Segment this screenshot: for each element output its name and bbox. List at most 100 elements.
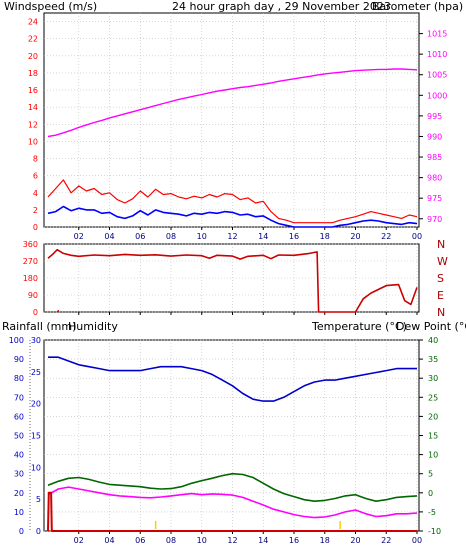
compass-label: E bbox=[437, 289, 444, 302]
climate-x-label: 22 bbox=[381, 536, 391, 545]
climate-x-label: 20 bbox=[350, 536, 360, 545]
wind-x-label: 08 bbox=[166, 232, 176, 241]
barometer-tick-label: 1010 bbox=[427, 50, 447, 59]
windspeed-tick-label: 6 bbox=[33, 172, 38, 181]
humidity-tick-label: 50 bbox=[14, 432, 24, 441]
humidity-tick-label: 90 bbox=[14, 355, 24, 364]
direction-tick-label: 270 bbox=[23, 257, 38, 266]
temperature-tick-label: -10 bbox=[428, 527, 441, 536]
climate-x-label: 16 bbox=[289, 536, 299, 545]
wind-series-line bbox=[47, 205, 418, 228]
windspeed-tick-label: 2 bbox=[33, 206, 38, 215]
temperature-tick-label: 40 bbox=[428, 336, 438, 345]
compass-label: N bbox=[437, 306, 445, 319]
compass-label: S bbox=[437, 272, 444, 285]
wind-x-label: 06 bbox=[135, 232, 145, 241]
rainfall-series-line bbox=[47, 491, 417, 532]
temperature-tick-label: 0 bbox=[428, 489, 433, 498]
barometer-tick-label: 975 bbox=[427, 194, 442, 203]
barometer-axis-title: Barometer (hpa) bbox=[372, 0, 463, 13]
compass-label: W bbox=[437, 255, 448, 268]
rainfall-tick-label: 0 bbox=[36, 527, 41, 536]
barometer-series-line bbox=[47, 68, 418, 138]
windspeed-tick-label: 14 bbox=[28, 103, 38, 112]
wind-x-label: 16 bbox=[289, 232, 299, 241]
barometer-tick-label: 995 bbox=[427, 112, 442, 121]
windspeed-tick-label: 24 bbox=[28, 18, 38, 27]
barometer-tick-label: 1005 bbox=[427, 71, 447, 80]
humidity-tick-label: 10 bbox=[14, 508, 24, 517]
direction-tick-label: 360 bbox=[23, 240, 38, 249]
wind-x-label: 22 bbox=[381, 232, 391, 241]
temperature-tick-label: 30 bbox=[428, 374, 438, 383]
barometer-tick-label: 980 bbox=[427, 174, 442, 183]
windspeed-tick-label: 0 bbox=[33, 223, 38, 232]
climate-x-label: 00 bbox=[412, 536, 422, 545]
windspeed-tick-label: 12 bbox=[28, 120, 38, 129]
wind-x-label: 12 bbox=[227, 232, 237, 241]
direction-tick-label: 90 bbox=[28, 291, 38, 300]
humidity-tick-label: 60 bbox=[14, 412, 24, 421]
temperature-tick-label: 25 bbox=[428, 393, 438, 402]
temperature-tick-label: 35 bbox=[428, 355, 438, 364]
climate-x-label: 04 bbox=[104, 536, 114, 545]
wind_direction-series-line bbox=[47, 248, 418, 313]
barometer-tick-label: 985 bbox=[427, 153, 442, 162]
rainfall-axis-title: Rainfall (mm) bbox=[2, 320, 76, 333]
rainfall-tick-label: 10 bbox=[31, 463, 41, 472]
humidity-tick-label: 0 bbox=[19, 527, 24, 536]
wind-baro-plot-area bbox=[43, 12, 420, 228]
climate-x-label: 02 bbox=[74, 536, 84, 545]
humidity-series-line bbox=[48, 356, 417, 402]
direction-tick-label: 180 bbox=[23, 274, 38, 283]
windspeed-tick-label: 4 bbox=[33, 189, 38, 198]
temperature-axis-title: Temperature (°C) bbox=[311, 320, 407, 333]
temperature-tick-label: 15 bbox=[428, 432, 438, 441]
gust-series-line bbox=[47, 179, 418, 224]
climate-x-label: 12 bbox=[227, 536, 237, 545]
barometer-tick-label: 1000 bbox=[427, 91, 447, 100]
barometer-tick-label: 990 bbox=[427, 132, 442, 141]
humidity-tick-label: 70 bbox=[14, 393, 24, 402]
direction-tick-label: 0 bbox=[33, 308, 38, 317]
temperature-tick-label: -5 bbox=[428, 508, 436, 517]
rainfall-tick-label: 20 bbox=[31, 400, 41, 409]
climate-x-label: 06 bbox=[135, 536, 145, 545]
humidity-tick-label: 30 bbox=[14, 470, 24, 479]
wind-x-label: 18 bbox=[320, 232, 330, 241]
windspeed-tick-label: 18 bbox=[28, 69, 38, 78]
temperature-tick-label: 10 bbox=[428, 451, 438, 460]
chart-title: 24 hour graph day , 29 November 2023 bbox=[172, 0, 391, 13]
rainfall-tick-label: 15 bbox=[31, 432, 41, 441]
humidity-tick-label: 40 bbox=[14, 451, 24, 460]
dewpoint-axis-title: Dew Point (°C) bbox=[396, 320, 466, 333]
wind-x-label: 00 bbox=[412, 232, 422, 241]
climate-x-label: 14 bbox=[258, 536, 268, 545]
temperature-tick-label: 5 bbox=[428, 470, 433, 479]
windspeed-tick-label: 8 bbox=[33, 155, 38, 164]
barometer-tick-label: 1015 bbox=[427, 30, 447, 39]
humidity-axis-title: Humidity bbox=[68, 320, 118, 333]
wind-x-label: 20 bbox=[350, 232, 360, 241]
windspeed-tick-label: 22 bbox=[28, 35, 38, 44]
humidity-tick-label: 20 bbox=[14, 489, 24, 498]
wind-x-label: 02 bbox=[74, 232, 84, 241]
climate-x-label: 18 bbox=[320, 536, 330, 545]
wind-x-label: 14 bbox=[258, 232, 268, 241]
dewpoint-series-line bbox=[47, 486, 418, 519]
windspeed-tick-label: 16 bbox=[28, 86, 38, 95]
humidity-tick-label: 100 bbox=[9, 336, 24, 345]
humidity-tick-label: 80 bbox=[14, 374, 24, 383]
windspeed-axis-title: Windspeed (m/s) bbox=[4, 0, 97, 13]
rainfall-tick-label: 30 bbox=[31, 336, 41, 345]
rainfall-tick-label: 25 bbox=[31, 368, 41, 377]
wind-x-label: 04 bbox=[104, 232, 114, 241]
windspeed-tick-label: 20 bbox=[28, 52, 38, 61]
wind_direction_gap-series-line bbox=[56, 309, 60, 313]
windspeed-tick-label: 10 bbox=[28, 137, 38, 146]
temperature-series-line bbox=[47, 472, 418, 502]
wind-x-label: 10 bbox=[197, 232, 207, 241]
climate-x-label: 10 bbox=[197, 536, 207, 545]
climate-x-label: 08 bbox=[166, 536, 176, 545]
